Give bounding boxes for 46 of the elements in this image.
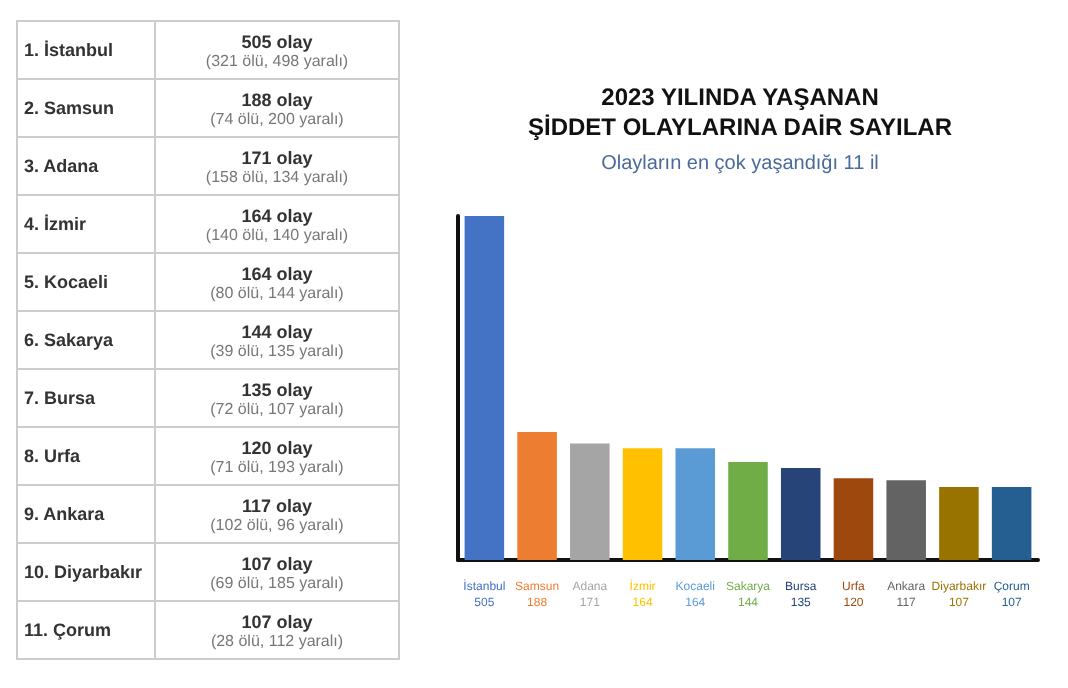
bar — [464, 216, 505, 560]
text: (102 ölü, 96 yaralı) — [208, 515, 346, 533]
bar — [991, 487, 1032, 560]
text: (158 ölü, 134 yaralı) — [203, 167, 351, 185]
text: 5. Kocaeli — [17, 253, 155, 311]
text: 505 olay — [239, 31, 313, 51]
text: 164 olay — [239, 263, 313, 283]
bar — [622, 448, 663, 560]
text: 8. Urfa — [17, 427, 155, 485]
text: (71 ölü, 193 yaralı) — [208, 457, 346, 475]
bar — [517, 431, 557, 560]
text: 2. Samsun — [17, 79, 155, 137]
text: 7. Bursa — [17, 369, 155, 427]
bar — [675, 448, 716, 560]
text: 6. Sakarya — [17, 311, 155, 369]
text: 9. Ankara — [17, 485, 155, 543]
text: 117 olay — [239, 495, 313, 515]
text: (39 ölü, 135 yaralı) — [208, 341, 346, 359]
text: 188 olay — [239, 89, 313, 109]
bar — [728, 461, 768, 560]
bar — [886, 480, 926, 560]
text: (140 ölü, 140 yaralı) — [203, 225, 351, 243]
chart-title: 2023 YILINDA YAŞANAN ŞİDDET OLAYLARINA DAİR SAYILAR — [527, 83, 953, 141]
bar — [780, 468, 821, 560]
text: 164 olay — [239, 205, 313, 225]
text: 107 olay — [239, 553, 313, 573]
text: 120 olay — [239, 437, 313, 457]
bar — [833, 478, 874, 560]
bar — [570, 443, 610, 560]
text: (69 ölü, 185 yaralı) — [208, 573, 346, 591]
text: (72 ölü, 107 yaralı) — [208, 399, 346, 417]
text: 1. İstanbul — [17, 21, 155, 79]
text: 171 olay — [239, 147, 313, 167]
text: 4. İzmir — [17, 195, 155, 253]
text: (28 ölü, 112 yaralı) — [208, 631, 346, 649]
bar — [939, 487, 979, 560]
text: 144 olay — [239, 321, 313, 341]
chart-subtitle: Olayların en çok yaşandığı 11 il — [601, 153, 879, 175]
text: (74 ölü, 200 yaralı) — [208, 109, 346, 127]
text: 135 olay — [239, 379, 313, 399]
text: 3. Adana — [17, 137, 155, 195]
text: (321 ölü, 498 yaralı) — [203, 51, 351, 69]
text: (80 ölü, 144 yaralı) — [208, 283, 346, 301]
text: 11. Çorum — [17, 601, 155, 659]
text: 10. Diyarbakır — [17, 543, 155, 601]
text: 107 olay — [239, 611, 313, 631]
